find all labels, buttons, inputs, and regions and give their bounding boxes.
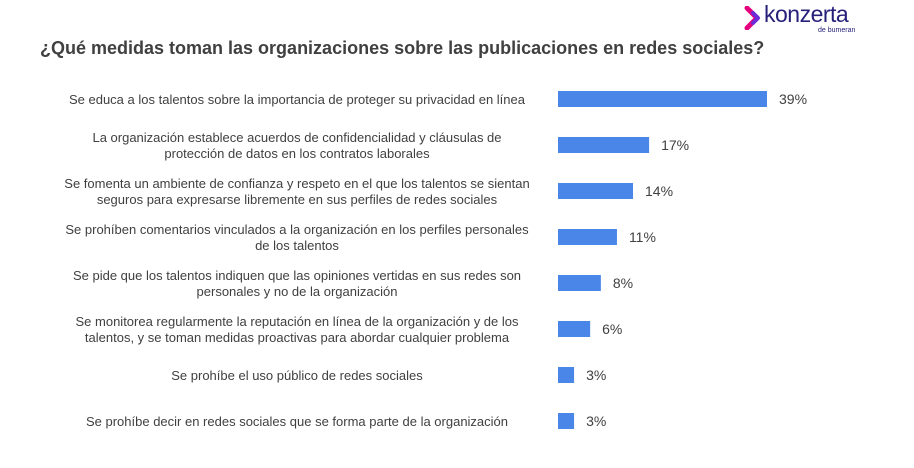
category-label-2: La organización establece acuerdos de co… xyxy=(92,130,501,161)
category-label-7: Se prohíbe el uso público de redes socia… xyxy=(171,368,423,383)
category-label-3: Se fomenta un ambiente de confianza y re… xyxy=(64,176,529,207)
logo-wordmark: konzerta xyxy=(764,1,849,27)
data-label-1: 39% xyxy=(779,91,807,107)
konzerta-logo-icon xyxy=(744,6,760,30)
bar-6 xyxy=(558,321,591,337)
data-label-7: 3% xyxy=(586,367,606,383)
category-label-6: Se monitorea regularmente la reputación … xyxy=(76,314,519,345)
bar-5 xyxy=(558,275,601,291)
data-label-8: 3% xyxy=(586,413,606,429)
data-label-5: 8% xyxy=(613,275,633,291)
bar-8 xyxy=(558,413,575,429)
chart-title: ¿Qué medidas toman las organizaciones so… xyxy=(40,38,765,58)
bar-7 xyxy=(558,367,575,383)
data-label-3: 14% xyxy=(645,183,673,199)
brand-logo: konzerta de bumeran xyxy=(744,1,874,38)
bar-4 xyxy=(558,229,617,245)
category-label-8: Se prohíbe decir en redes sociales que s… xyxy=(86,414,508,429)
category-label-4: Se prohíben comentarios vinculados a la … xyxy=(65,222,529,253)
bar-1 xyxy=(558,91,767,107)
bar-3 xyxy=(558,183,634,199)
data-label-4: 11% xyxy=(629,229,656,245)
logo-tagline: de bumeran xyxy=(818,27,856,34)
data-label-6: 6% xyxy=(602,321,622,337)
bar-2 xyxy=(558,137,650,153)
category-label-5: Se pide que los talentos indiquen que la… xyxy=(73,268,521,299)
data-label-2: 17% xyxy=(661,137,689,153)
category-label-1: Se educa a los talentos sobre la importa… xyxy=(69,92,526,107)
